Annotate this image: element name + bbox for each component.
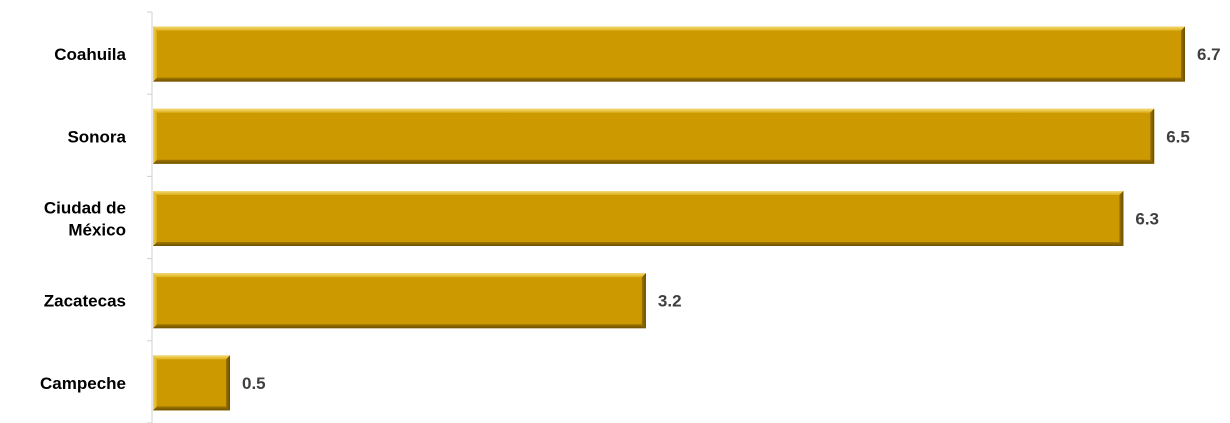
value-label: 6.7 (1197, 45, 1221, 64)
bar-face (153, 108, 1155, 164)
bar-bevel-top (153, 355, 231, 360)
bar (153, 26, 1185, 82)
bar-bevel-bottom (153, 406, 231, 411)
value-label: 0.5 (242, 374, 266, 393)
bar-face (153, 26, 1185, 82)
category-label-line: Sonora (67, 127, 126, 146)
bar-bevel-left (153, 273, 157, 329)
bar-bevel-right (226, 355, 231, 411)
bar-bevel-top (153, 26, 1185, 31)
category-label-line: Zacatecas (44, 292, 126, 311)
bar (153, 355, 231, 411)
labels: 6.7 Coahuila 6.5 Sonora 6.3 Ciudad de México 3.… (40, 45, 1221, 393)
bar-face (153, 191, 1124, 246)
bar-bevel-left (153, 26, 157, 82)
bar-bevel-bottom (153, 77, 1185, 82)
bar-bevel-left (153, 108, 157, 164)
category-axis (147, 11, 153, 423)
bar-face (153, 355, 231, 411)
bar-bevel-top (153, 273, 646, 278)
category-label: Ciudad de México (44, 199, 126, 240)
category-label-line: Ciudad de (44, 199, 126, 218)
bar-bevel-bottom (153, 242, 1124, 246)
bar-bevel-top (153, 191, 1124, 195)
category-label-line: Campeche (40, 374, 126, 393)
value-label: 6.3 (1135, 210, 1159, 229)
category-label-line: Coahuila (54, 45, 126, 64)
value-label: 6.5 (1166, 127, 1190, 146)
category-label: Sonora (67, 127, 126, 146)
bar-bevel-right (1119, 191, 1124, 246)
value-label: 3.2 (658, 292, 682, 311)
category-label: Campeche (40, 374, 126, 393)
bar-face (153, 273, 646, 329)
bar-bevel-top (153, 108, 1155, 113)
category-label: Zacatecas (44, 292, 126, 311)
bar-bevel-left (153, 355, 157, 411)
bar-bevel-left (153, 191, 157, 246)
bar (153, 273, 646, 329)
bar (153, 191, 1124, 246)
bar-bevel-right (1150, 108, 1155, 164)
bar-bevel-bottom (153, 159, 1155, 164)
bar-bevel-bottom (153, 324, 646, 329)
bar (153, 108, 1155, 164)
bars (153, 26, 1185, 411)
bar-bevel-right (1181, 26, 1185, 82)
category-label: Coahuila (54, 45, 126, 64)
category-label-line: México (68, 221, 126, 240)
bar-bevel-right (641, 273, 646, 329)
